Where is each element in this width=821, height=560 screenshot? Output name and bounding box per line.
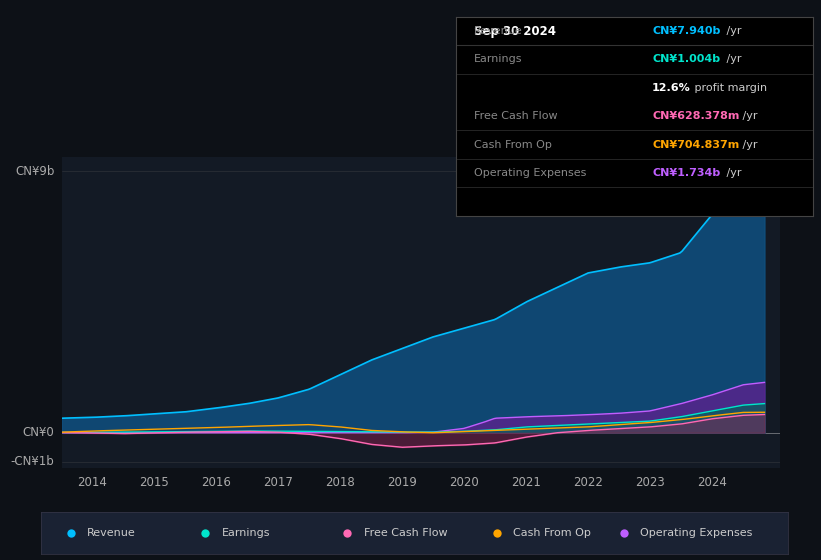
Text: 2017: 2017 [264,475,293,489]
Text: CN¥0: CN¥0 [23,426,54,439]
Text: Free Cash Flow: Free Cash Flow [474,111,557,121]
Text: Operating Expenses: Operating Expenses [474,168,586,178]
Text: Earnings: Earnings [222,529,270,538]
Text: Free Cash Flow: Free Cash Flow [364,529,447,538]
Text: Earnings: Earnings [474,54,522,64]
Text: 2018: 2018 [325,475,355,489]
Text: /yr: /yr [722,168,741,178]
Text: Cash From Op: Cash From Op [474,139,552,150]
Text: /yr: /yr [739,111,757,121]
Text: 12.6%: 12.6% [652,83,690,93]
Text: CN¥1.734b: CN¥1.734b [652,168,720,178]
Text: 2015: 2015 [140,475,169,489]
Text: /yr: /yr [739,139,757,150]
Text: Cash From Op: Cash From Op [513,529,591,538]
Text: CN¥7.940b: CN¥7.940b [652,26,721,36]
Text: /yr: /yr [722,26,741,36]
Text: 2014: 2014 [78,475,108,489]
Text: -CN¥1b: -CN¥1b [11,455,54,468]
Text: CN¥1.004b: CN¥1.004b [652,54,720,64]
Text: CN¥704.837m: CN¥704.837m [652,139,740,150]
Text: Revenue: Revenue [474,26,522,36]
Text: 2023: 2023 [635,475,665,489]
Text: CN¥9b: CN¥9b [15,165,54,178]
Text: 2019: 2019 [388,475,417,489]
Text: profit margin: profit margin [691,83,768,93]
Text: 2022: 2022 [573,475,603,489]
Text: 2020: 2020 [449,475,479,489]
Text: CN¥628.378m: CN¥628.378m [652,111,740,121]
Text: Operating Expenses: Operating Expenses [640,529,753,538]
Text: 2016: 2016 [201,475,232,489]
Text: /yr: /yr [722,54,741,64]
Text: Revenue: Revenue [87,529,136,538]
Text: Sep 30 2024: Sep 30 2024 [474,25,556,38]
Text: 2021: 2021 [511,475,541,489]
Text: 2024: 2024 [697,475,727,489]
